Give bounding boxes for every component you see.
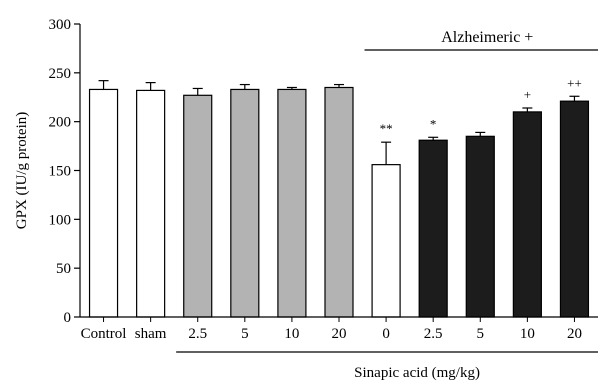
- bar: [136, 89, 166, 318]
- x-axis: Control sham 2.5 5 10 20 0 2.5 5 10 20: [80, 316, 598, 342]
- bar: [559, 100, 590, 318]
- bar: [230, 88, 260, 318]
- y-tick-label: 250: [49, 66, 72, 82]
- x-tick-label: 5: [241, 326, 249, 342]
- bar: [277, 88, 307, 318]
- y-tick-label: 0: [64, 310, 72, 326]
- x-tick-label: 10: [520, 326, 535, 342]
- x-tick-label: Control: [81, 326, 127, 342]
- bar: [88, 88, 119, 318]
- bar: [418, 139, 448, 318]
- x-tick-label: 20: [332, 326, 347, 342]
- bar: [324, 86, 354, 318]
- x-axis-title: Sinapic acid (mg/kg): [354, 365, 480, 381]
- x-tick-label: 5: [477, 326, 485, 342]
- y-tick-label: 300: [49, 17, 72, 33]
- bar: [512, 111, 542, 318]
- bar: [183, 94, 213, 318]
- y-tick-label: 200: [49, 115, 72, 131]
- x-tick-label: 0: [382, 326, 390, 342]
- x-tick-label: 20: [567, 326, 582, 342]
- alzheimeric-bracket: Alzheimeric +: [364, 29, 598, 51]
- significance-label: *: [430, 116, 437, 131]
- alzheimeric-label: Alzheimeric +: [441, 29, 533, 46]
- bar: [371, 164, 401, 318]
- x-tick-label: 10: [284, 326, 299, 342]
- y-tick-label: 150: [49, 164, 72, 180]
- x-tick-label: sham: [135, 326, 167, 342]
- bars: ** *+++: [88, 75, 590, 318]
- significance-label: ++: [567, 75, 582, 90]
- y-axis-title: GPX (IU/g protein): [14, 112, 30, 229]
- x-tick-label: 2.5: [424, 326, 443, 342]
- y-axis: 0 50 100 150 200 250 300: [49, 17, 81, 326]
- significance-label: **: [380, 121, 393, 136]
- x-tick-label: 2.5: [188, 326, 207, 342]
- y-tick-label: 50: [56, 261, 71, 277]
- sinapic-acid-bracket: Sinapic acid (mg/kg): [176, 351, 598, 381]
- bar: [465, 135, 495, 318]
- y-tick-label: 100: [49, 212, 72, 228]
- significance-label: +: [524, 87, 531, 102]
